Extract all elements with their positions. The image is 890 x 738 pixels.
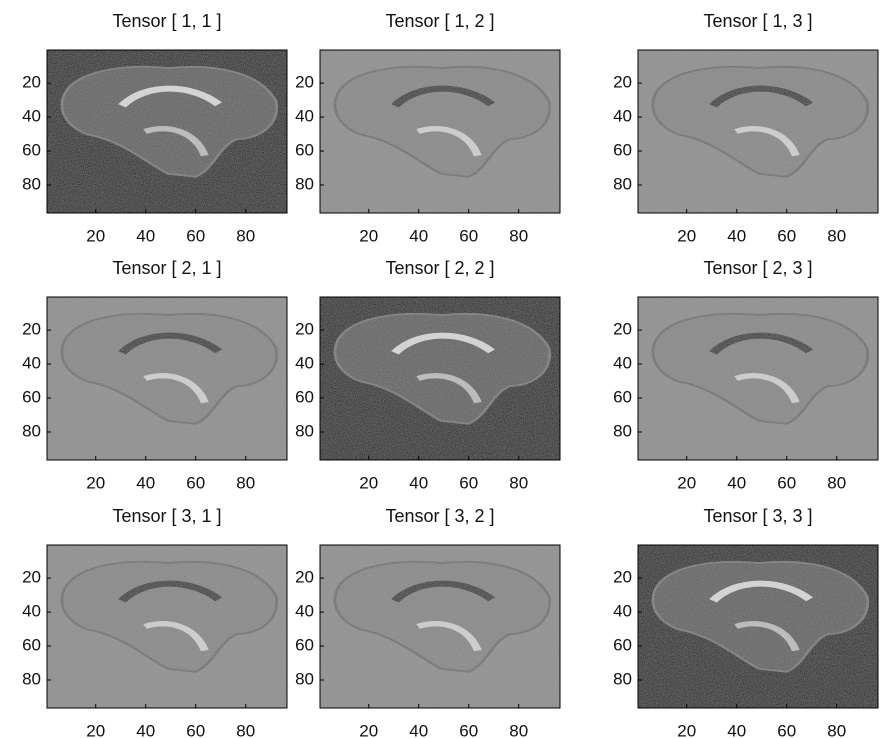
x-tick-label: 60 (186, 473, 205, 492)
y-tick-label: 80 (295, 174, 314, 193)
y-tick-label: 20 (613, 568, 632, 587)
panel-title: Tensor [ 3, 2 ] (385, 506, 494, 526)
x-tick-label: 20 (86, 721, 105, 738)
y-tick-label: 20 (613, 73, 632, 92)
y-tick-label: 60 (295, 141, 314, 160)
y-tick-label: 80 (295, 421, 314, 440)
panel-title: Tensor [ 1, 1 ] (112, 11, 221, 31)
x-tick-label: 80 (827, 721, 846, 738)
y-tick-label: 20 (295, 73, 314, 92)
x-tick-label: 80 (236, 226, 255, 245)
x-tick-label: 60 (186, 721, 205, 738)
y-tick-label: 60 (22, 636, 41, 655)
x-tick-label: 20 (677, 721, 696, 738)
x-tick-label: 20 (86, 226, 105, 245)
y-tick-label: 40 (295, 602, 314, 621)
figure: Tensor [ 1, 1 ] 20 40 60 80 20 40 60 80 Tensor [ … (0, 0, 890, 738)
x-tick-label: 60 (459, 721, 478, 738)
x-tick-label: 40 (409, 226, 428, 245)
x-tick-label: 40 (136, 721, 155, 738)
x-tick-label: 40 (136, 226, 155, 245)
panel-title: Tensor [ 2, 2 ] (385, 258, 494, 278)
tensor-image (638, 545, 878, 708)
y-tick-label: 40 (295, 107, 314, 126)
tensor-image (320, 545, 560, 708)
x-tick-label: 60 (459, 226, 478, 245)
x-tick-label: 60 (777, 226, 796, 245)
tensor-image (47, 545, 287, 708)
x-tick-label: 80 (236, 473, 255, 492)
y-tick-label: 80 (22, 669, 41, 688)
x-tick-label: 80 (827, 473, 846, 492)
x-tick-label: 60 (777, 473, 796, 492)
y-tick-label: 40 (295, 354, 314, 373)
x-tick-label: 80 (236, 721, 255, 738)
y-tick-label: 80 (22, 421, 41, 440)
x-tick-label: 40 (409, 473, 428, 492)
y-tick-label: 20 (613, 320, 632, 339)
panel-title: Tensor [ 3, 3 ] (703, 506, 812, 526)
panel-title: Tensor [ 1, 2 ] (385, 11, 494, 31)
panel-title: Tensor [ 2, 3 ] (703, 258, 812, 278)
y-tick-label: 40 (22, 354, 41, 373)
y-tick-label: 80 (613, 669, 632, 688)
y-tick-label: 80 (22, 174, 41, 193)
x-tick-label: 80 (509, 721, 528, 738)
x-tick-label: 20 (359, 721, 378, 738)
tensor-image (320, 50, 560, 213)
tensor-image (47, 297, 287, 460)
y-tick-label: 40 (613, 602, 632, 621)
x-tick-label: 40 (136, 473, 155, 492)
x-tick-label: 40 (409, 721, 428, 738)
y-tick-label: 40 (22, 602, 41, 621)
tensor-image (638, 50, 878, 213)
y-tick-label: 20 (295, 320, 314, 339)
x-tick-label: 40 (727, 226, 746, 245)
y-tick-label: 20 (22, 568, 41, 587)
panel-title: Tensor [ 2, 1 ] (112, 258, 221, 278)
y-tick-label: 60 (613, 141, 632, 160)
x-tick-label: 20 (677, 226, 696, 245)
x-tick-label: 20 (677, 473, 696, 492)
y-tick-label: 20 (22, 73, 41, 92)
y-tick-label: 40 (613, 354, 632, 373)
panel-title: Tensor [ 1, 3 ] (703, 11, 812, 31)
y-tick-label: 60 (613, 636, 632, 655)
y-tick-label: 60 (295, 388, 314, 407)
y-tick-label: 60 (295, 636, 314, 655)
tensor-image (320, 297, 560, 460)
tensor-image (47, 50, 287, 213)
y-tick-label: 60 (613, 388, 632, 407)
tensor-image (638, 297, 878, 460)
x-tick-label: 80 (827, 226, 846, 245)
y-tick-label: 80 (613, 174, 632, 193)
x-tick-label: 80 (509, 226, 528, 245)
x-tick-label: 60 (186, 226, 205, 245)
x-tick-label: 20 (359, 473, 378, 492)
x-tick-label: 40 (727, 473, 746, 492)
panel-title: Tensor [ 3, 1 ] (112, 506, 221, 526)
y-tick-label: 20 (22, 320, 41, 339)
y-tick-label: 80 (295, 669, 314, 688)
x-tick-label: 60 (777, 721, 796, 738)
x-tick-label: 40 (727, 721, 746, 738)
x-tick-label: 20 (86, 473, 105, 492)
y-tick-label: 20 (295, 568, 314, 587)
y-tick-label: 40 (22, 107, 41, 126)
x-tick-label: 80 (509, 473, 528, 492)
x-tick-label: 20 (359, 226, 378, 245)
y-tick-label: 60 (22, 388, 41, 407)
y-tick-label: 60 (22, 141, 41, 160)
x-tick-label: 60 (459, 473, 478, 492)
y-tick-label: 40 (613, 107, 632, 126)
y-tick-label: 80 (613, 421, 632, 440)
